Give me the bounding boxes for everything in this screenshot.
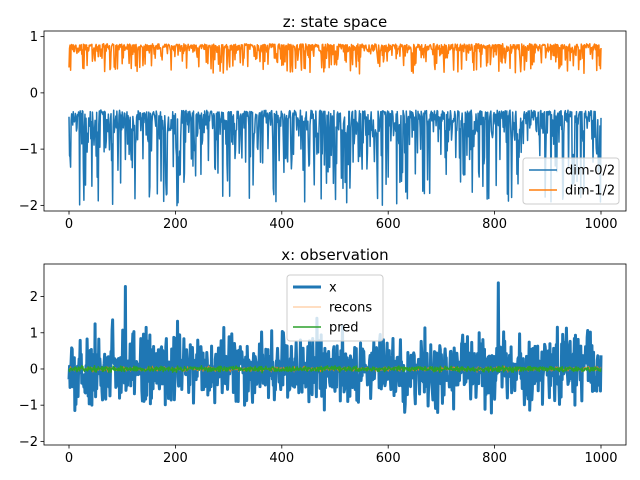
axes-frame <box>43 30 627 212</box>
axes-frame <box>43 263 627 446</box>
x-tick-label: 0 <box>65 451 73 466</box>
y-tick-label: −2 <box>19 199 38 214</box>
y-tick-label: 0 <box>30 362 38 377</box>
legend-box <box>286 274 384 342</box>
legend-label: x <box>329 281 337 296</box>
chart-title: x: observation <box>281 246 388 264</box>
y-tick-label: 0 <box>30 86 38 101</box>
y-tick-label: −1 <box>19 143 38 158</box>
x-tick-label: 600 <box>376 451 401 466</box>
x-tick-label: 0 <box>65 217 73 232</box>
plot-area <box>67 281 603 415</box>
legend: x recons pred <box>286 274 384 342</box>
legend-label: pred <box>329 321 359 336</box>
y-tick-label: −2 <box>19 435 38 450</box>
x-tick-label: 200 <box>163 451 188 466</box>
series-line-dim-1-2 <box>68 42 602 75</box>
x-tick-label: 600 <box>376 217 401 232</box>
plot-area <box>68 42 602 207</box>
x-tick-label: 800 <box>482 217 507 232</box>
y-tick-label: 1 <box>30 326 38 341</box>
x-tick-label: 800 <box>482 451 507 466</box>
state-space-chart: z: state space 0 200 400 600 800 1000 −2 −1 0 1 di… <box>19 13 627 232</box>
chart-title: z: state space <box>283 13 387 31</box>
x-tick-label: 1000 <box>584 217 617 232</box>
y-tick-label: 2 <box>30 290 38 305</box>
legend-label: recons <box>329 301 372 316</box>
y-tick-label: −1 <box>19 399 38 414</box>
series-line-pred <box>68 364 602 374</box>
x-tick-label: 400 <box>269 451 294 466</box>
legend-label: dim-0/2 <box>565 164 615 179</box>
legend: dim-0/2 dim-1/2 <box>522 157 620 205</box>
legend-label: dim-1/2 <box>565 184 615 199</box>
observation-chart: x: observation 0 200 400 600 800 1000 −2 −1 0 1 2 x… <box>19 246 627 466</box>
x-tick-label: 200 <box>163 217 188 232</box>
x-tick-label: 1000 <box>584 451 617 466</box>
y-tick-label: 1 <box>30 30 38 45</box>
series-line-dim-0-2 <box>68 109 602 207</box>
x-tick-label: 400 <box>269 217 294 232</box>
